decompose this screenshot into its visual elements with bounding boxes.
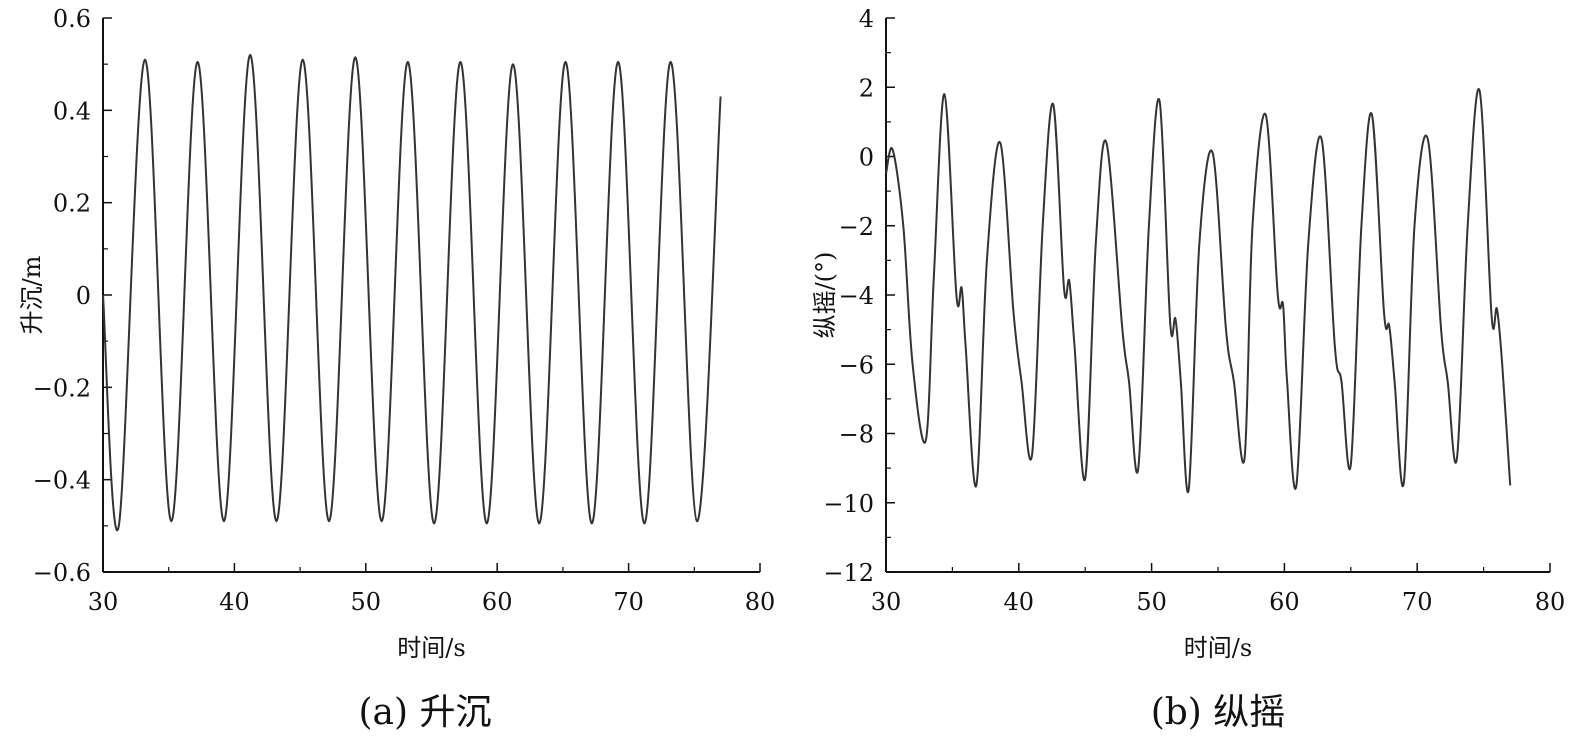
y-axis-title: 纵摇/(°) <box>811 252 839 339</box>
x-tick-label: 70 <box>1402 588 1433 616</box>
chart-panel-heave: 30 40 50 60 70 80 −0.6 −0.4 −0.2 0 0.2 0.4 0.6 时间/s 升沉… <box>18 5 775 733</box>
x-tick-label: 30 <box>88 588 119 616</box>
x-tick-label: 60 <box>1269 588 1300 616</box>
x-axis-title: 时间/s <box>397 634 465 662</box>
x-tick-label: 30 <box>871 588 902 616</box>
series-line <box>102 53 722 531</box>
y-tick-label: −12 <box>823 559 874 587</box>
y-tick-label: −0.4 <box>33 467 91 495</box>
y-tick-label: −2 <box>839 213 874 241</box>
x-tick-label: 60 <box>482 588 513 616</box>
y-tick-label: −8 <box>839 421 874 449</box>
y-tick-label: −6 <box>839 351 874 379</box>
y-tick-label: 0 <box>76 282 91 310</box>
y-tick-label: −4 <box>839 282 874 310</box>
y-tick-label: 4 <box>859 5 874 33</box>
x-tick-label: 80 <box>745 588 776 616</box>
x-axis-title: 时间/s <box>1184 634 1252 662</box>
series-line <box>885 88 1512 494</box>
x-tick-label: 40 <box>219 588 250 616</box>
panel-caption: (b) 纵摇 <box>1151 692 1286 733</box>
x-tick-label: 50 <box>1136 588 1167 616</box>
y-tick-label: −0.2 <box>33 374 91 402</box>
y-tick-label: −10 <box>823 490 874 518</box>
y-tick-label: 0 <box>859 144 874 172</box>
y-tick-label: 2 <box>859 74 874 102</box>
y-axis-title: 升沉/m <box>18 255 46 334</box>
x-tick-label: 50 <box>351 588 382 616</box>
x-tick-label: 70 <box>613 588 644 616</box>
x-tick-label: 40 <box>1004 588 1035 616</box>
y-tick-label: 0.4 <box>53 97 91 125</box>
x-tick-label: 80 <box>1535 588 1566 616</box>
chart-panel-pitch: 30 40 50 60 70 80 −12 −10 −8 −6 −4 −2 0 2 4 时间/s 纵摇/(°) (… <box>811 5 1565 733</box>
y-tick-label: 0.6 <box>53 5 91 33</box>
y-tick-label: −0.6 <box>33 559 91 587</box>
panel-caption: (a) 升沉 <box>359 692 492 733</box>
y-tick-label: 0.2 <box>53 190 91 218</box>
